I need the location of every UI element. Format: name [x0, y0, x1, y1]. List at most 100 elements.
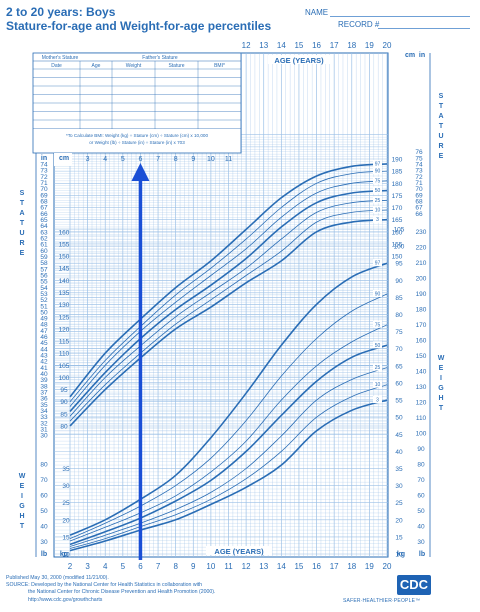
stature-in-tick: 63 — [40, 229, 48, 236]
stature-cm-tick: 150 — [59, 254, 70, 261]
stature-in-tick: 60 — [40, 248, 48, 255]
weight-lb-tick: 30 — [40, 539, 48, 546]
age-tick-bottom: 13 — [259, 562, 268, 571]
percentile-label-bg — [373, 167, 382, 175]
stature-in-tick: 57 — [40, 266, 48, 273]
weight-lb-tick-right: 50 — [417, 508, 425, 515]
age-axis-label-bottom: AGE (YEARS) — [214, 547, 264, 556]
weight-kg-tick-right: 65 — [395, 363, 403, 370]
stature-in-tick: 59 — [40, 254, 48, 261]
stature-in-tick: 68 — [40, 198, 48, 205]
table-col-age: Age — [92, 63, 101, 69]
age-tick-bottom: 20 — [383, 562, 392, 571]
weight-lb-tick: 80 — [40, 462, 48, 469]
age-tick-bottom: 6 — [138, 562, 143, 571]
age-tick-middle: 9 — [191, 156, 195, 163]
weight-kg-tick-right: 50 — [395, 415, 403, 422]
stature-cm-tick: 140 — [59, 278, 70, 285]
age-tick-bottom: 11 — [224, 562, 233, 571]
stature-in-tick-right: 76 — [415, 149, 423, 156]
stature-in-tick: 66 — [40, 211, 48, 218]
stature-percentile-label-90: 90 — [375, 169, 381, 175]
stature-in-tick: 38 — [40, 383, 48, 390]
age-tick-middle: 10 — [207, 156, 215, 163]
stature-in-tick: 74 — [40, 161, 48, 168]
stature-in-tick: 65 — [40, 217, 48, 224]
percentile-label-bg — [373, 215, 382, 223]
weight-axis-label: E — [20, 483, 25, 490]
weight-percentile-label-25: 25 — [375, 365, 381, 371]
stature-cm-tick: 105 — [59, 363, 70, 370]
stature-percentile-label-3: 3 — [376, 217, 379, 223]
stature-percentile-label-75: 75 — [375, 178, 381, 184]
stature-in-tick: 54 — [40, 285, 48, 292]
stature-axis-label-right: T — [439, 103, 444, 110]
age-label-bg — [268, 55, 330, 64]
age-tick-bottom: 12 — [242, 562, 251, 571]
stature-in-tick: 67 — [40, 205, 48, 212]
stature-percentile-label-10: 10 — [375, 207, 381, 213]
stature-cm-tick-right: 170 — [392, 205, 403, 212]
age-tick-top: 19 — [365, 41, 374, 50]
weight-kg-tick-right: 35 — [395, 466, 403, 473]
percentile-label-bg — [373, 186, 382, 194]
percentile-label-bg — [373, 176, 382, 184]
age-tick-middle: 6 — [138, 156, 142, 163]
weight-axis-label: W — [19, 473, 26, 480]
stature-curve-90 — [69, 170, 388, 402]
weight-lb-unit: lb — [41, 551, 47, 558]
weight-lb-tick-right: 140 — [416, 368, 427, 375]
age-tick-bottom: 2 — [68, 562, 73, 571]
weight-curve-3 — [69, 399, 388, 552]
stature-in-tick: 71 — [40, 180, 48, 187]
chart-title-line1: 2 to 20 years: Boys — [6, 5, 116, 19]
stature-in-tick: 64 — [40, 223, 48, 230]
stature-axis-label: U — [19, 230, 24, 237]
stature-cm-tick: 155 — [59, 241, 70, 248]
age-tick-middle: 3 — [86, 156, 90, 163]
stature-cm-tick: 110 — [59, 351, 70, 358]
stature-curve-75 — [69, 180, 388, 407]
table-col-stature: Stature — [168, 63, 184, 69]
name-line[interactable] — [330, 16, 470, 17]
age-tick-bottom: 8 — [173, 562, 178, 571]
stature-axis-label-right: T — [439, 123, 444, 130]
bmi-note-2: or Weight (lb) ÷ Stature (in) ÷ Stature … — [89, 140, 185, 145]
stature-axis-label: R — [19, 240, 24, 247]
weight-lb-tick-right: 220 — [416, 244, 427, 251]
stature-in-tick: 58 — [40, 260, 48, 267]
weight-kg-tick-right: 75 — [395, 329, 403, 336]
weight-kg-tick-right: 40 — [395, 449, 403, 456]
weight-percentile-label-10: 10 — [375, 382, 381, 388]
weight-lb-tick-right: 180 — [416, 306, 427, 313]
fathers-stature-label: Father's Stature — [142, 55, 178, 61]
weight-kg-tick-right: 85 — [395, 295, 403, 302]
percentile-label-bg — [373, 196, 382, 204]
weight-curve-97 — [69, 262, 388, 536]
stature-cm-tick: 85 — [60, 411, 68, 418]
age-tick-bottom: 19 — [365, 562, 374, 571]
axis-unit-bg — [54, 153, 72, 166]
stature-cm-tick: 115 — [59, 339, 70, 346]
weight-kg-tick-right: 100 — [394, 244, 405, 251]
stature-in-tick-right: 69 — [415, 192, 423, 199]
stature-in-tick: 61 — [40, 242, 48, 249]
age-tick-bottom: 14 — [277, 562, 286, 571]
weight-lb-tick-right: 130 — [416, 384, 427, 391]
weight-kg-tick: 25 — [62, 500, 70, 507]
stature-axis-label-right: R — [438, 143, 443, 150]
stature-cm-tick: 145 — [59, 266, 70, 273]
stature-axis-label: T — [20, 200, 25, 207]
weight-kg-tick-right: 55 — [395, 398, 403, 405]
stature-axis-label: E — [20, 250, 25, 257]
stature-in-tick: 42 — [40, 359, 48, 366]
stature-cm-tick: 130 — [59, 302, 70, 309]
footer-url[interactable]: http://www.cdc.gov/growthcharts — [28, 597, 103, 603]
weight-kg-tick-right: 20 — [395, 517, 403, 524]
footer-source-2: the National Center for Chronic Disease … — [28, 589, 216, 595]
stature-cm-unit: cm — [59, 155, 69, 162]
stature-in-tick: 30 — [40, 433, 48, 440]
record-line[interactable] — [378, 28, 470, 29]
weight-lb-tick-right: 170 — [416, 322, 427, 329]
